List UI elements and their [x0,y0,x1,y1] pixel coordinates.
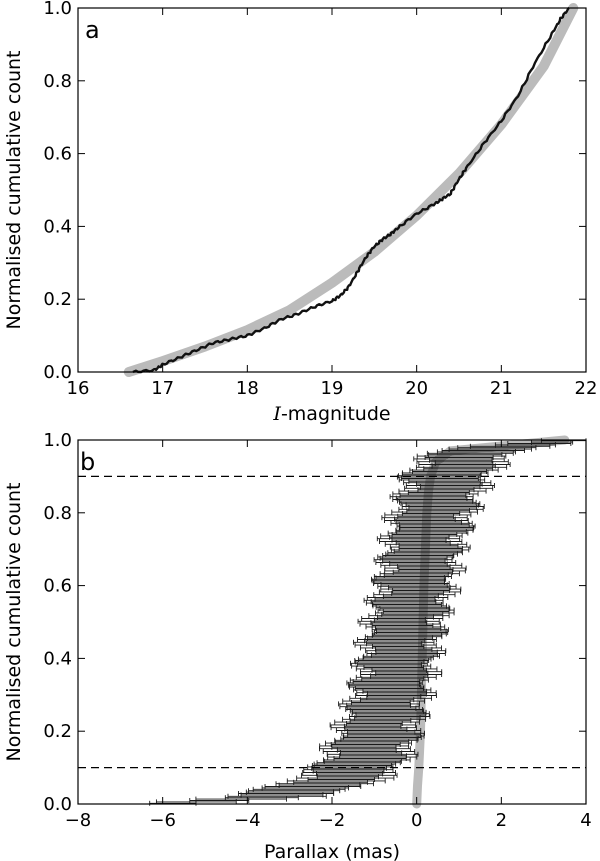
x-tick-label: 17 [151,378,174,399]
x-tick-label: −6 [149,810,176,831]
axis-ticks: 16 17 18 19 20 21 22 0.0 0.2 0.4 0.6 0.8 1.0 [43,0,597,399]
y-tick-label: 0.8 [43,503,72,524]
y-tick-label: 0.0 [43,794,72,815]
y-tick-label: 0.2 [43,289,72,310]
y-axis-label: Normalised cumulative count [3,51,25,330]
x-tick-label: −2 [319,810,346,831]
y-axis-label: Normalised cumulative count [3,483,25,762]
y-tick-label: 0.4 [43,216,72,237]
y-tick-label: 0.6 [43,144,72,165]
panel-label: a [85,16,100,44]
x-axis-label: I-magnitude [272,403,390,425]
x-tick-label: 2 [496,810,507,831]
observed-line [132,6,570,374]
y-tick-label: 0.0 [43,362,72,383]
x-tick-label: 16 [67,378,90,399]
x-tick-label: 4 [580,810,591,831]
observed-cumulative-line [132,6,570,374]
x-tick-label: 22 [575,378,598,399]
y-tick-label: 0.8 [43,71,72,92]
panel-label: b [80,448,95,476]
y-tick-label: 1.0 [43,430,72,451]
x-tick-label: 20 [405,378,428,399]
x-tick-label: 21 [490,378,513,399]
y-tick-label: 0.2 [43,721,72,742]
x-tick-label: 18 [236,378,259,399]
y-tick-label: 0.6 [43,576,72,597]
x-tick-label: −4 [234,810,261,831]
y-tick-label: 1.0 [43,0,72,19]
panel-b: −8 −6 −4 −2 0 2 4 0.0 0.2 0.4 0.6 0.8 1.0 b Parallax… [3,430,592,861]
x-tick-label: 19 [321,378,344,399]
reference-lines [78,475,586,769]
axis-ticks: −8 −6 −4 −2 0 2 4 0.0 0.2 0.4 0.6 0.8 1.0 [43,430,591,831]
x-tick-label: −8 [65,810,92,831]
x-tick-label: 0 [411,810,422,831]
x-axis-label: Parallax (mas) [264,841,400,861]
y-tick-label: 0.4 [43,648,72,669]
panel-a: 16 17 18 19 20 21 22 0.0 0.2 0.4 0.6 0.8 1.0 a I-mag… [3,0,597,425]
